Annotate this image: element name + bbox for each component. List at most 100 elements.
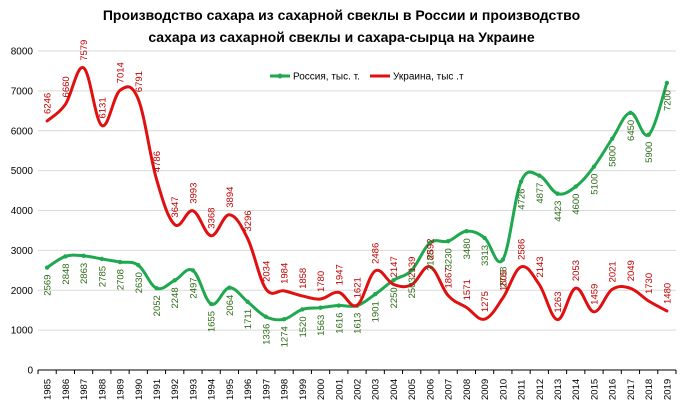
data-label: 2768: [498, 267, 509, 288]
data-point: [573, 184, 578, 189]
data-label: 2486: [371, 243, 382, 264]
data-label: 1274: [280, 326, 291, 347]
data-label: 4600: [571, 194, 582, 215]
x-tick-label: 2010: [498, 379, 509, 400]
x-tick-label: 2002: [353, 379, 364, 400]
data-point: [318, 305, 323, 310]
y-tick-label: 8000: [11, 47, 34, 58]
data-label: 1711: [243, 309, 254, 329]
data-point: [427, 240, 433, 246]
x-tick-label: 1993: [188, 379, 199, 400]
y-tick-label: 1000: [11, 326, 34, 337]
x-tick-label: 2001: [334, 379, 345, 400]
data-label: 2785: [97, 266, 108, 287]
data-label: 2064: [225, 295, 236, 316]
data-point: [409, 267, 414, 273]
x-tick-label: 1995: [225, 379, 236, 400]
data-label: 2863: [79, 263, 90, 284]
data-label: 1655: [207, 311, 218, 332]
data-point: [628, 110, 633, 116]
data-point: [154, 285, 159, 291]
data-label: 1805: [498, 270, 509, 291]
data-label: 2034: [261, 261, 272, 282]
data-label: 1571: [462, 279, 473, 300]
data-point: [81, 253, 86, 259]
x-tick-label: 2005: [407, 379, 418, 400]
x-tick-label: 2017: [626, 379, 637, 400]
legend-label: Россия, тыс. т.: [293, 72, 360, 83]
data-label: 1858: [298, 268, 309, 289]
data-label: 6246: [43, 93, 54, 114]
data-label: 2569: [43, 275, 54, 296]
x-tick-label: 1998: [280, 379, 291, 400]
data-label: 2250: [389, 287, 400, 308]
data-label: 1613: [353, 313, 364, 334]
data-label: 2143: [535, 256, 546, 277]
data-label: 2147: [389, 256, 400, 277]
data-label: 1520: [298, 316, 309, 337]
data-point: [44, 265, 50, 270]
data-point: [190, 268, 196, 273]
x-tick-label: 2004: [389, 379, 400, 400]
data-label: 3647: [170, 196, 181, 217]
data-label: 3368: [207, 208, 218, 229]
data-label: 1730: [644, 273, 655, 294]
data-label: 2848: [61, 263, 72, 284]
data-label: 6450: [626, 120, 637, 141]
data-label: 2139: [407, 257, 418, 278]
x-tick-label: 1989: [116, 379, 127, 400]
data-point: [373, 291, 378, 297]
data-point: [172, 278, 177, 283]
data-point: [63, 254, 68, 259]
legend-marker: [277, 73, 283, 79]
data-label: 5900: [644, 142, 655, 163]
data-point: [482, 235, 487, 241]
y-tick-label: 2000: [11, 286, 34, 297]
data-point: [336, 303, 341, 308]
data-label: 1563: [316, 315, 327, 336]
x-tick-label: 1990: [134, 379, 145, 400]
x-tick-label: 2008: [462, 379, 473, 400]
chart-title-line-2: сахара из сахарной свеклы и сахара-сырца…: [148, 29, 535, 45]
data-label: 2049: [626, 260, 637, 281]
data-label: 2053: [571, 260, 582, 281]
series-line-ukraine: [45, 66, 669, 322]
x-tick-label: 2006: [425, 379, 436, 400]
data-label: 6791: [134, 71, 145, 92]
data-point: [281, 316, 287, 322]
data-label: 7014: [116, 62, 127, 83]
data-label: 1780: [316, 271, 327, 292]
y-tick-label: 0: [27, 366, 33, 377]
data-point: [245, 299, 250, 304]
x-tick-label: 2011: [517, 380, 528, 400]
x-tick-label: 1992: [170, 379, 181, 400]
data-label: 6131: [97, 97, 108, 118]
data-label: 1616: [334, 313, 345, 334]
data-point: [610, 136, 615, 141]
y-tick-label: 7000: [11, 86, 34, 97]
chart-title-line-1: Производство сахара из сахарной свеклы в…: [102, 7, 581, 23]
x-tick-label: 1997: [261, 379, 272, 400]
data-label: 1275: [480, 291, 491, 312]
data-point: [445, 239, 451, 244]
data-label: 3993: [188, 183, 199, 204]
x-tick-label: 2018: [644, 379, 655, 400]
data-label: 1459: [589, 284, 600, 305]
legend-label: Украина, тыс .т: [393, 72, 464, 83]
x-tick-label: 1999: [298, 379, 309, 400]
x-tick-label: 2009: [480, 379, 491, 400]
data-point: [227, 285, 232, 290]
data-label: 5800: [608, 146, 619, 167]
x-tick-label: 2012: [535, 379, 546, 400]
x-tick-label: 1996: [243, 379, 254, 400]
data-point: [99, 256, 105, 262]
x-tick-label: 1988: [97, 379, 108, 400]
x-tick-label: 2013: [553, 379, 564, 400]
data-label: 1263: [553, 291, 564, 312]
data-label: 2630: [134, 272, 145, 293]
data-label: 7579: [79, 40, 90, 61]
data-label: 3296: [243, 210, 254, 231]
data-label: 1336: [261, 324, 272, 345]
